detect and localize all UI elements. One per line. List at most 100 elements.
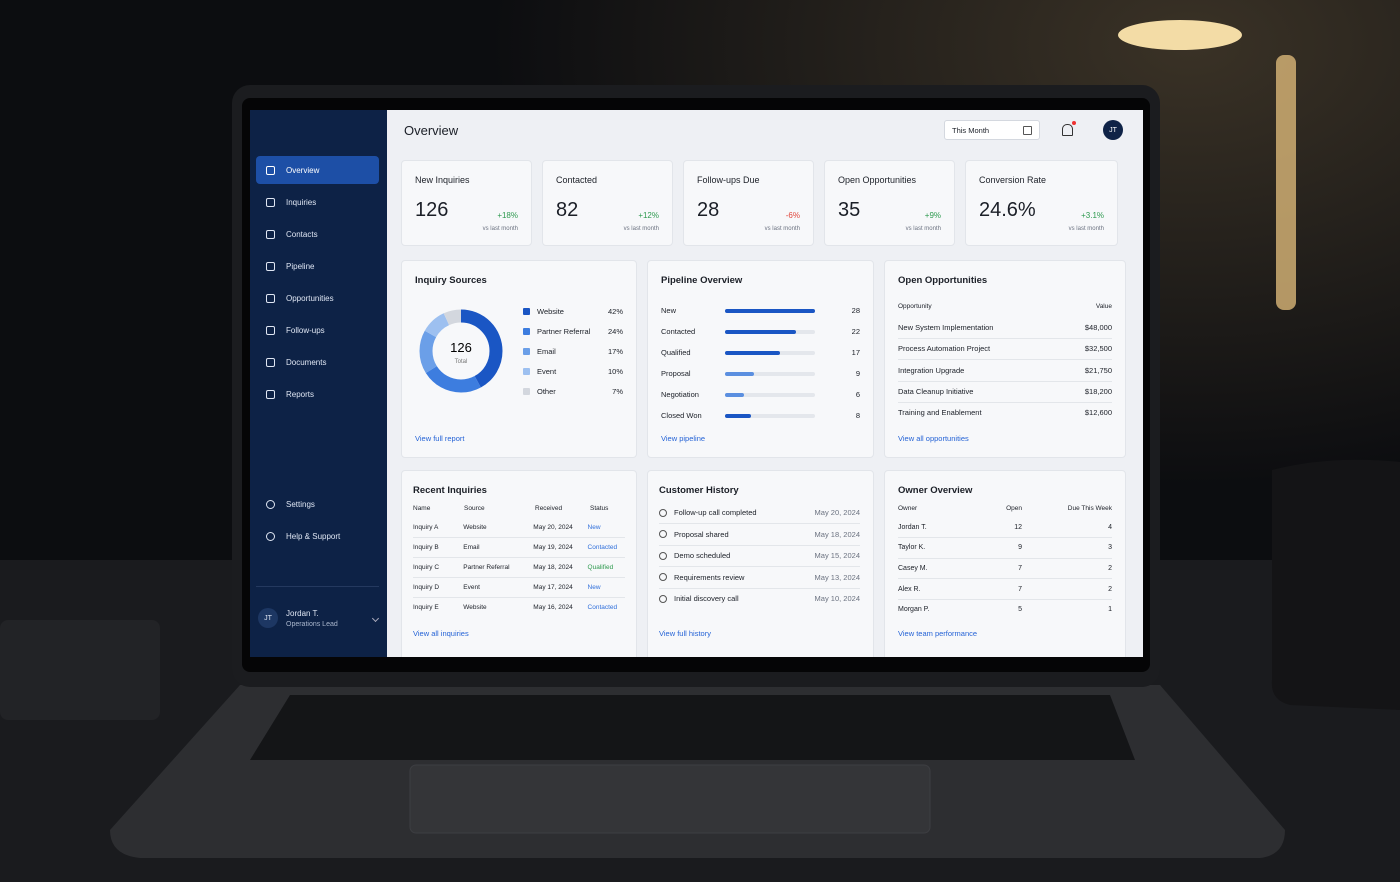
nav-item[interactable]: Contacts	[256, 220, 379, 248]
kpi-value: 28	[697, 199, 720, 221]
legend-row: Other 7%	[523, 387, 623, 396]
nav-item[interactable]: Pipeline	[256, 252, 379, 280]
column-header: Source	[464, 505, 485, 512]
column-header: Value	[1095, 303, 1112, 310]
cell: Taylor K.	[898, 544, 926, 552]
notification-bell[interactable]	[1062, 121, 1076, 136]
table-row: Training and Enablement $12,600	[898, 402, 1112, 423]
history-date: May 13, 2024	[814, 572, 860, 582]
table-row: Inquiry D Event May 17, 2024 New	[413, 577, 625, 598]
stage-value: 22	[851, 327, 860, 336]
nav-item[interactable]: Inquiries	[256, 188, 379, 216]
bar-track	[725, 329, 815, 334]
nav-label: Inquiries	[286, 197, 317, 207]
notebook	[0, 620, 160, 720]
cell: Email	[463, 543, 480, 551]
pipeline-card: Pipeline Overview New 28 Contacted 22 Qualifi…	[647, 260, 874, 458]
cell: New System Implementation	[898, 323, 994, 332]
status: Contacted	[587, 543, 618, 551]
legend-value: 17%	[607, 347, 623, 356]
legend-row: Partner Referral 24%	[523, 327, 623, 336]
cell: Casey M.	[898, 564, 928, 572]
table-header: Owner Open Due This Week	[898, 505, 1112, 512]
link[interactable]: View full history	[659, 629, 711, 638]
card-title: Inquiry Sources	[415, 275, 487, 286]
history-icon	[659, 508, 667, 517]
column-header: Due This Week	[1067, 505, 1112, 512]
mug	[1271, 459, 1400, 710]
cell: Process Automation Project	[898, 344, 991, 354]
nav-item[interactable]: Opportunities	[256, 284, 379, 312]
legend-value: 24%	[607, 327, 623, 336]
chevron	[371, 614, 380, 622]
cell: Inquiry D	[413, 583, 440, 591]
table-row: Jordan T. 12 4	[898, 517, 1112, 538]
table-row: Morgan P. 5 1	[898, 600, 1112, 620]
cell: Training and Enablement	[898, 408, 982, 418]
period-select[interactable]: This Month	[944, 120, 1040, 140]
column-header: Owner	[898, 505, 918, 512]
cell: 9	[1018, 544, 1022, 552]
screen: Overview Inquiries Contacts Pipeline Opportu…	[250, 110, 1143, 657]
header: Overview This Month JT	[401, 110, 1129, 150]
nav-item[interactable]: Follow-ups	[256, 316, 379, 344]
page-title: Overview	[404, 122, 459, 138]
link[interactable]: View all inquiries	[413, 629, 469, 638]
cell: 4	[1108, 523, 1112, 531]
legend-label: Website	[537, 307, 564, 316]
bar	[725, 329, 796, 334]
link[interactable]: View team performance	[898, 629, 978, 638]
nav-item[interactable]: Help & Support	[256, 522, 379, 550]
cell: Partner Referral	[463, 563, 510, 571]
kpi-card: Open Opportunities 35 +9% vs last month	[824, 160, 955, 246]
cell: May 17, 2024	[533, 583, 573, 591]
table-row: Taylor K. 9 3	[898, 538, 1112, 559]
kpi-label: Conversion Rate	[979, 175, 1047, 185]
cell: 7	[1018, 585, 1022, 593]
kpi-note: vs last month	[764, 226, 800, 232]
cell: 12	[1014, 523, 1022, 531]
stage-label: New	[661, 306, 677, 315]
legend-row: Event 10%	[523, 367, 623, 376]
nav-icon	[266, 325, 275, 335]
table-row: Casey M. 7 2	[898, 558, 1112, 580]
kpi-note: vs last month	[623, 226, 659, 232]
status: New	[587, 583, 601, 591]
history-date: May 20, 2024	[814, 508, 860, 517]
main-content: Overview This Month JT New Inquiries 126 +18%…	[387, 110, 1143, 657]
link[interactable]: View full report	[415, 434, 465, 443]
panel-row: Inquiry Sources 126 Total Website 42% Partner…	[401, 260, 1129, 458]
bar-track	[725, 350, 815, 355]
legend-value: 7%	[612, 387, 623, 396]
legend-swatch	[523, 368, 530, 375]
cell: $48,000	[1084, 323, 1112, 332]
calendar-icon	[1023, 125, 1032, 135]
user-block[interactable]: JT Jordan T. Operations Lead	[258, 608, 380, 628]
kpi-value: 82	[556, 199, 579, 221]
nav-item[interactable]: Overview	[256, 156, 379, 184]
kpi-label: Open Opportunities	[838, 175, 917, 185]
history-icon	[659, 573, 667, 581]
stage-value: 9	[855, 369, 860, 378]
stage-value: 28	[851, 306, 860, 315]
nav-item[interactable]: Reports	[256, 380, 379, 408]
cell: Integration Upgrade	[898, 365, 965, 375]
header-avatar[interactable]: JT	[1103, 120, 1123, 140]
link[interactable]: View pipeline	[661, 434, 706, 443]
nav-item[interactable]: Settings	[256, 490, 379, 518]
cell: $32,500	[1084, 344, 1112, 354]
nav-item[interactable]: Documents	[256, 348, 379, 376]
nav-label: Opportunities	[286, 293, 334, 303]
inquiry-sources-card: Inquiry Sources 126 Total Website 42% Partner…	[401, 260, 637, 458]
kpi-note: vs last month	[905, 226, 941, 232]
table-row: Inquiry B Email May 19, 2024 Contacted	[413, 537, 625, 558]
link[interactable]: View all opportunities	[898, 434, 969, 443]
history-date: May 10, 2024	[814, 594, 860, 603]
bar	[725, 413, 751, 418]
status: New	[587, 523, 601, 531]
kpi-card: Conversion Rate 24.6% +3.1% vs last month	[965, 160, 1118, 246]
history-row: Initial discovery call May 10, 2024	[659, 588, 860, 609]
pipeline-row: Closed Won 8	[661, 411, 860, 420]
history-icon	[659, 551, 667, 560]
